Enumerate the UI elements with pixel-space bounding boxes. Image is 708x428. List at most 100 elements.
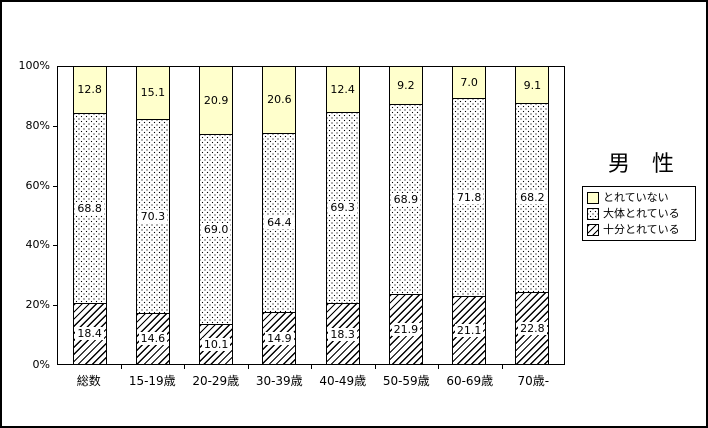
bar-segment-hatch: 18.4 bbox=[73, 302, 106, 364]
bar-value-label: 18.3 bbox=[328, 327, 357, 341]
category-slot: 20.9 69.0 10.1 bbox=[185, 67, 248, 364]
bar-value-label: 70.3 bbox=[138, 209, 168, 223]
x-axis-tick bbox=[501, 365, 503, 369]
legend: とれていない 大体とれている 十分とれている bbox=[582, 186, 696, 241]
bar-value-label: 64.4 bbox=[265, 216, 294, 230]
x-axis-category-label: 70歳- bbox=[517, 374, 550, 388]
legend-label: 大体とれている bbox=[603, 207, 680, 220]
y-axis-tick bbox=[53, 125, 57, 127]
bar-value-label: 68.8 bbox=[75, 201, 104, 215]
stacked-bar: 12.8 68.8 18.4 bbox=[72, 67, 107, 364]
bar-value-label: 21.9 bbox=[391, 322, 421, 336]
bar-segment-yellow: 20.9 bbox=[200, 67, 233, 134]
legend-row: 大体とれている bbox=[587, 207, 691, 220]
legend-row: 十分とれている bbox=[587, 223, 691, 236]
y-axis-tick-label: 40% bbox=[25, 238, 50, 252]
y-axis-tick-label: 100% bbox=[18, 59, 50, 72]
bar-value-label: 20.6 bbox=[267, 93, 292, 107]
y-axis-tick-label: 0% bbox=[32, 358, 50, 371]
bar-segment-dots: 70.3 bbox=[136, 118, 169, 313]
legend-label: とれていない bbox=[603, 191, 669, 204]
category-slot: 7.0 71.8 21.1 bbox=[438, 67, 501, 364]
x-axis-category-label: 60-69歳 bbox=[446, 374, 494, 388]
y-axis-tick bbox=[53, 305, 57, 307]
stacked-bar: 15.1 70.3 14.6 bbox=[135, 67, 170, 364]
bar-value-label: 18.4 bbox=[75, 327, 104, 341]
bar-segment-dots: 68.2 bbox=[516, 103, 549, 292]
bar-segment-dots: 69.0 bbox=[200, 133, 233, 325]
y-axis-tick-label: 80% bbox=[25, 118, 50, 132]
bar-segment-dots: 69.3 bbox=[326, 111, 359, 304]
chart-title: 男 性 bbox=[607, 152, 674, 177]
bar-segment-hatch: 21.9 bbox=[389, 293, 422, 364]
x-axis-tick bbox=[438, 365, 439, 369]
category-slot: 12.4 69.3 18.3 bbox=[311, 67, 374, 364]
bar-value-label: 69.3 bbox=[328, 201, 357, 215]
y-axis-tick bbox=[53, 185, 57, 187]
plot-area: 12.8 68.8 18.4 15.1 70.3 14.6 20.9 69.0 10.1 20.6… bbox=[57, 66, 565, 365]
bar-segment-yellow: 15.1 bbox=[136, 67, 169, 119]
bar-value-label: 68.2 bbox=[518, 191, 547, 205]
stacked-bar: 12.4 69.3 18.3 bbox=[325, 67, 360, 364]
bar-segment-hatch: 18.3 bbox=[326, 303, 359, 364]
bar-value-label: 14.6 bbox=[138, 332, 168, 346]
bar-value-label: 9.1 bbox=[523, 78, 542, 92]
bar-segment-dots: 64.4 bbox=[263, 132, 296, 312]
x-axis-category-label: 20-29歳 bbox=[192, 374, 240, 388]
legend-swatch-yellow-icon bbox=[587, 191, 599, 204]
bar-segment-dots: 68.9 bbox=[389, 103, 422, 294]
bar-value-label: 7.0 bbox=[460, 75, 478, 89]
bar-segment-yellow: 7.0 bbox=[453, 67, 486, 98]
bar-segment-dots: 71.8 bbox=[453, 97, 486, 296]
bar-segment-hatch: 14.6 bbox=[136, 312, 169, 364]
legend-label: 十分とれている bbox=[603, 223, 680, 236]
bar-segment-yellow: 20.6 bbox=[263, 67, 296, 133]
stacked-bar: 9.1 68.2 22.8 bbox=[515, 67, 550, 364]
bar-segment-hatch: 21.1 bbox=[453, 295, 486, 364]
y-axis-tick-label: 60% bbox=[25, 178, 50, 192]
category-slot: 15.1 70.3 14.6 bbox=[121, 67, 184, 364]
x-axis-tick bbox=[374, 365, 376, 369]
bar-value-label: 20.9 bbox=[203, 93, 229, 107]
x-axis-category-label: 15-19歳 bbox=[128, 374, 176, 388]
y-axis-tick bbox=[53, 245, 57, 247]
bar-value-label: 68.9 bbox=[391, 192, 421, 206]
bar-segment-yellow: 12.8 bbox=[73, 67, 106, 113]
category-slot: 12.8 68.8 18.4 bbox=[58, 67, 121, 364]
x-axis-tick bbox=[247, 365, 249, 369]
stacked-bar: 7.0 71.8 21.1 bbox=[452, 67, 487, 364]
bar-value-label: 15.1 bbox=[140, 86, 166, 100]
x-axis-tick bbox=[120, 365, 122, 369]
bar-segment-yellow: 9.1 bbox=[516, 67, 549, 104]
category-slot: 9.1 68.2 22.8 bbox=[501, 67, 564, 364]
legend-row: とれていない bbox=[587, 191, 691, 204]
x-axis-tick bbox=[311, 365, 312, 369]
legend-swatch-dots-icon bbox=[587, 207, 599, 220]
x-axis-category-label: 50-59歳 bbox=[382, 374, 430, 388]
bar-value-label: 10.1 bbox=[201, 338, 231, 352]
bar-value-label: 71.8 bbox=[454, 190, 484, 204]
x-axis-category-label: 40-49歳 bbox=[319, 374, 367, 388]
bar-value-label: 12.4 bbox=[330, 82, 355, 96]
bar-value-label: 14.9 bbox=[265, 331, 294, 345]
stacked-bar: 20.9 69.0 10.1 bbox=[199, 67, 234, 364]
bar-segment-yellow: 12.4 bbox=[326, 67, 359, 112]
category-slot: 9.2 68.9 21.9 bbox=[374, 67, 437, 364]
bar-segment-hatch: 14.9 bbox=[263, 311, 296, 364]
bar-segment-hatch: 10.1 bbox=[200, 324, 233, 364]
bar-value-label: 9.2 bbox=[397, 78, 415, 92]
x-axis-category-label: 30-39歳 bbox=[255, 374, 303, 388]
x-axis-category-label: 総数 bbox=[76, 374, 101, 388]
category-slot: 20.6 64.4 14.9 bbox=[248, 67, 311, 364]
bar-value-label: 21.1 bbox=[454, 323, 484, 337]
x-axis-tick bbox=[184, 365, 185, 369]
bar-segment-hatch: 22.8 bbox=[516, 291, 549, 364]
stacked-bar: 9.2 68.9 21.9 bbox=[388, 67, 423, 364]
bar-segment-yellow: 9.2 bbox=[389, 67, 422, 104]
bar-segment-dots: 68.8 bbox=[73, 112, 106, 303]
bar-value-label: 22.8 bbox=[518, 321, 547, 335]
bar-value-label: 12.8 bbox=[77, 83, 102, 97]
bar-value-label: 69.0 bbox=[201, 222, 231, 236]
legend-swatch-hatch-icon bbox=[587, 223, 599, 236]
